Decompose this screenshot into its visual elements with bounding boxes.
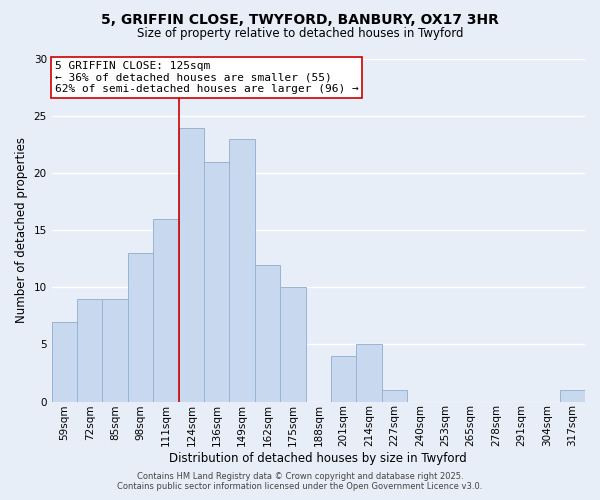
Bar	[331, 356, 356, 402]
Bar	[77, 299, 103, 402]
Bar	[179, 128, 204, 402]
Bar	[255, 264, 280, 402]
Text: Contains HM Land Registry data © Crown copyright and database right 2025.
Contai: Contains HM Land Registry data © Crown c…	[118, 472, 482, 491]
Bar	[356, 344, 382, 402]
Bar	[153, 219, 179, 402]
Y-axis label: Number of detached properties: Number of detached properties	[15, 138, 28, 324]
Text: Size of property relative to detached houses in Twyford: Size of property relative to detached ho…	[137, 28, 463, 40]
Bar	[229, 139, 255, 402]
X-axis label: Distribution of detached houses by size in Twyford: Distribution of detached houses by size …	[169, 452, 467, 465]
Bar	[560, 390, 585, 402]
Bar	[280, 288, 305, 402]
Bar	[382, 390, 407, 402]
Bar	[204, 162, 229, 402]
Text: 5, GRIFFIN CLOSE, TWYFORD, BANBURY, OX17 3HR: 5, GRIFFIN CLOSE, TWYFORD, BANBURY, OX17…	[101, 12, 499, 26]
Text: 5 GRIFFIN CLOSE: 125sqm
← 36% of detached houses are smaller (55)
62% of semi-de: 5 GRIFFIN CLOSE: 125sqm ← 36% of detache…	[55, 62, 358, 94]
Bar	[103, 299, 128, 402]
Bar	[52, 322, 77, 402]
Bar	[128, 253, 153, 402]
